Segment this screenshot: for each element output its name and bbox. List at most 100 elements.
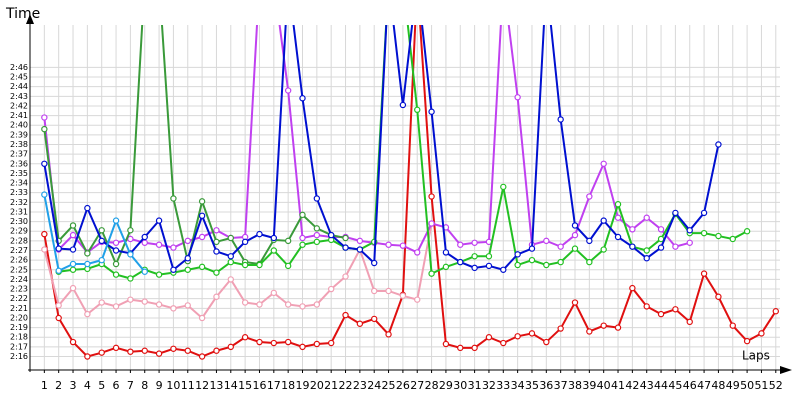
point — [112, 303, 120, 310]
x-tick-label: 37 — [554, 379, 568, 392]
x-tick-label: 24 — [367, 379, 381, 392]
point — [41, 230, 48, 238]
y-tick-label: 2:36 — [10, 159, 28, 168]
point — [327, 339, 335, 347]
grid — [30, 25, 780, 373]
point — [270, 289, 278, 297]
y-tick-label: 2:30 — [10, 217, 28, 226]
point — [600, 246, 607, 253]
point — [643, 303, 650, 310]
point — [313, 231, 321, 239]
point — [385, 331, 392, 338]
point — [700, 229, 708, 237]
point — [69, 246, 77, 253]
y-tick-label: 2:26 — [10, 256, 28, 265]
x-tick-label: 22 — [339, 379, 353, 392]
point — [500, 266, 507, 273]
point — [41, 114, 48, 121]
point — [672, 209, 679, 217]
point — [84, 310, 91, 318]
point — [141, 233, 148, 241]
y-tick-label: 2:21 — [10, 304, 28, 313]
point — [743, 228, 751, 235]
x-tick-label: 31 — [468, 379, 482, 392]
point — [342, 311, 349, 319]
point — [213, 238, 220, 246]
x-tick-label: 43 — [640, 379, 654, 392]
point — [112, 344, 120, 352]
y-tick-label: 2:35 — [10, 169, 28, 178]
point — [385, 287, 392, 295]
point — [170, 305, 177, 312]
y-tick-label: 2:37 — [10, 150, 28, 159]
y-tick-label: 2:28 — [10, 236, 28, 245]
point — [241, 299, 249, 306]
point — [184, 237, 191, 245]
point — [758, 330, 765, 337]
point — [356, 320, 364, 327]
point — [55, 245, 62, 252]
y-tick-label: 2:22 — [10, 294, 28, 303]
point — [141, 239, 148, 246]
x-tick-label: 23 — [353, 379, 367, 392]
point — [198, 212, 206, 220]
point — [270, 339, 278, 347]
point — [457, 344, 464, 352]
point — [241, 261, 249, 269]
point — [586, 328, 593, 335]
point — [299, 234, 306, 242]
point — [84, 250, 91, 257]
point — [98, 256, 105, 264]
point — [485, 262, 493, 270]
point — [127, 275, 134, 282]
point — [471, 344, 478, 352]
tick-labels: 2:162:172:182:192:202:212:222:232:242:25… — [10, 63, 783, 392]
x-tick-label: 33 — [496, 379, 510, 392]
point — [471, 264, 478, 272]
x-tick-label: 26 — [396, 379, 410, 392]
point — [299, 343, 306, 351]
point — [514, 94, 521, 101]
point — [414, 106, 421, 114]
x-tick-label: 32 — [482, 379, 496, 392]
point — [614, 233, 622, 241]
point — [500, 339, 507, 347]
x-tick-label: 12 — [195, 379, 209, 392]
x-tick-label: 14 — [224, 379, 238, 392]
point — [112, 239, 120, 246]
point — [629, 284, 636, 292]
x-tick-label: 10 — [166, 379, 180, 392]
point — [69, 260, 77, 268]
point — [84, 204, 91, 212]
x-tick-label: 49 — [726, 379, 740, 392]
point — [342, 273, 349, 280]
point — [55, 302, 62, 309]
point — [112, 247, 120, 254]
point — [69, 284, 77, 292]
y-tick-label: 2:25 — [10, 265, 28, 274]
point — [41, 191, 48, 198]
point — [155, 350, 163, 357]
point — [571, 299, 579, 306]
point — [614, 201, 622, 208]
x-tick-label: 19 — [296, 379, 310, 392]
point — [528, 245, 536, 252]
point — [127, 235, 134, 243]
x-tick-label: 38 — [568, 379, 582, 392]
point — [528, 330, 536, 337]
point — [371, 315, 378, 323]
x-tick-label: 39 — [582, 379, 596, 392]
point — [227, 343, 234, 351]
point — [299, 241, 306, 248]
point — [414, 249, 421, 256]
x-axis-label: Laps — [742, 349, 770, 363]
point — [356, 237, 364, 245]
point — [700, 209, 708, 217]
point — [457, 241, 464, 248]
y-axis-label: Time — [5, 6, 40, 22]
point — [313, 195, 321, 202]
point — [442, 249, 450, 256]
point — [643, 255, 650, 262]
x-tick-label: 41 — [611, 379, 625, 392]
y-tick-label: 2:40 — [10, 121, 28, 130]
